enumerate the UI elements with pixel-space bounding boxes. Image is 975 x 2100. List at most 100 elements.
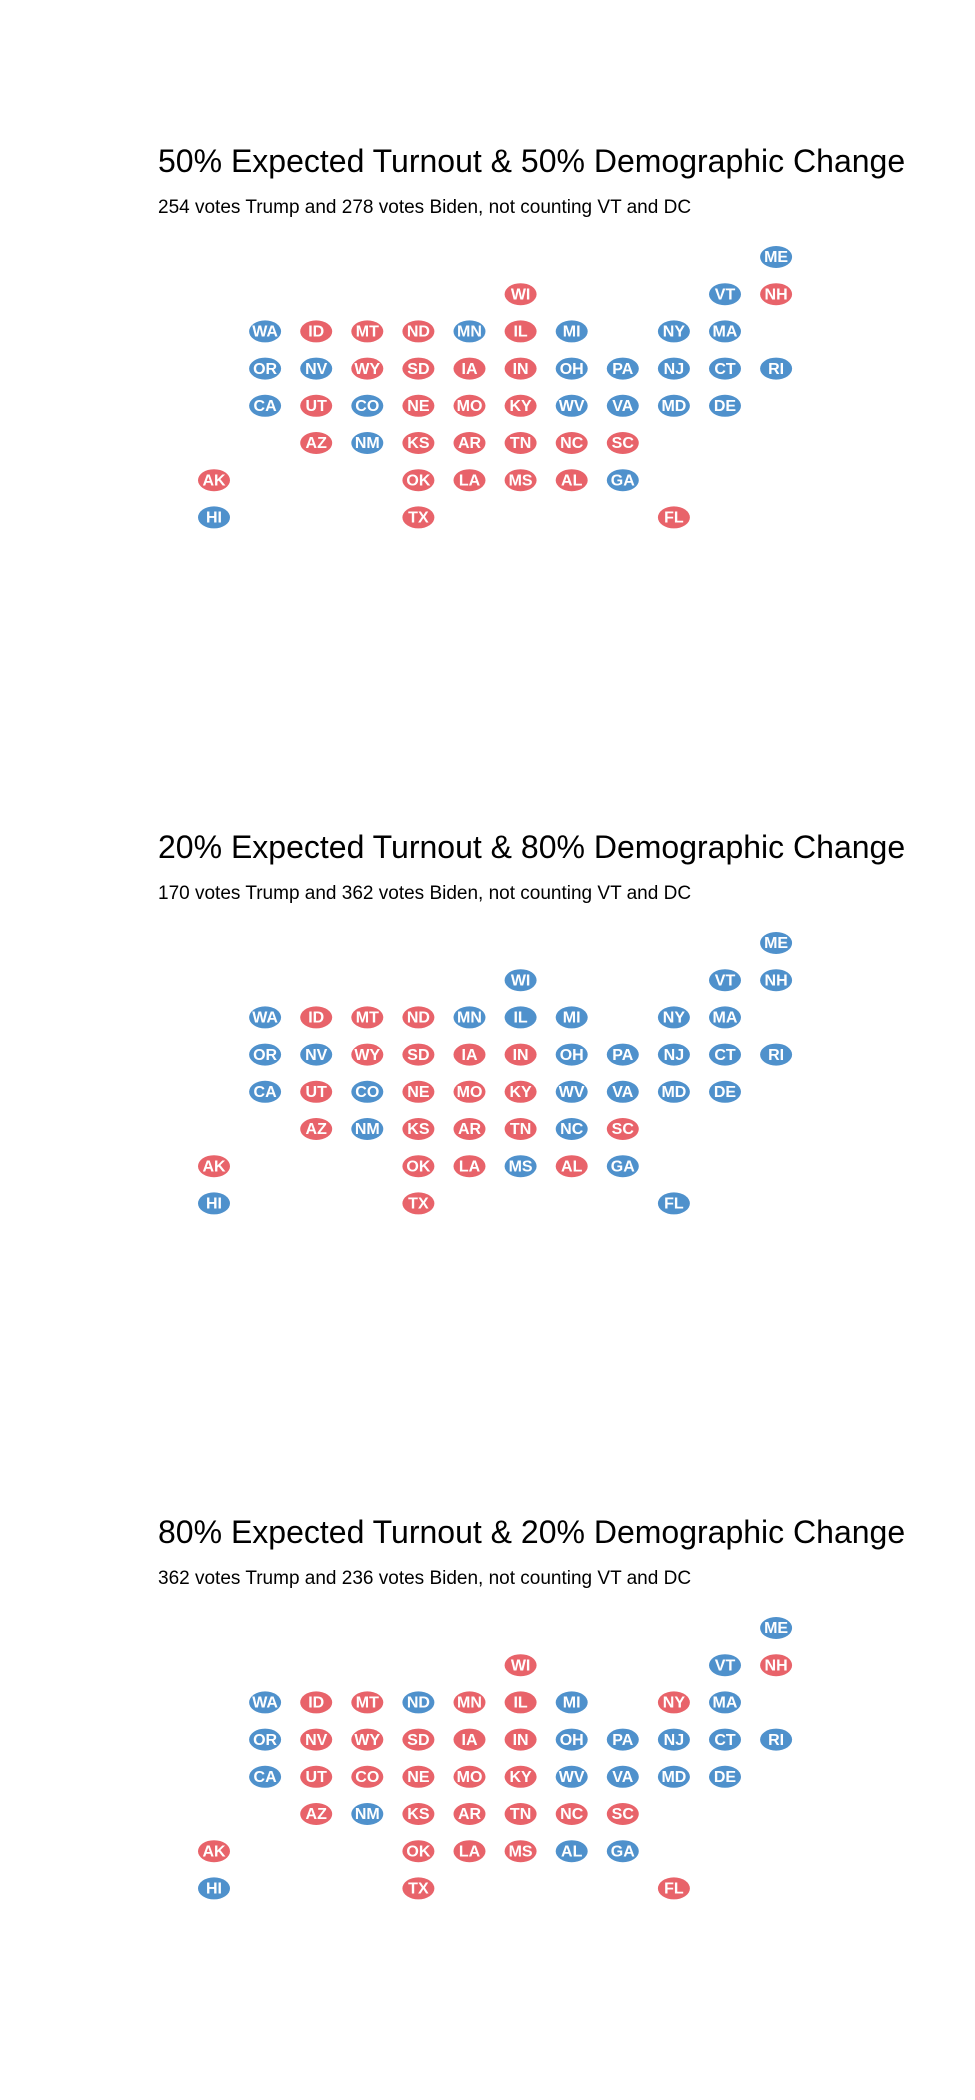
state-tile-shape <box>351 1765 384 1788</box>
state-tile-label: IN <box>513 361 529 378</box>
state-tile-pa: PA <box>606 1043 639 1066</box>
state-tile-label: MA <box>713 1695 738 1712</box>
state-tile-mo: MO <box>453 1765 486 1788</box>
state-tile-shape <box>760 969 793 992</box>
state-tile-shape <box>555 394 588 417</box>
state-tile-al: AL <box>555 1155 588 1178</box>
state-tile-shape <box>351 1043 384 1066</box>
state-tile-shape <box>453 1006 486 1029</box>
state-tile-label: NC <box>560 435 584 452</box>
state-tile-shape <box>760 357 793 380</box>
state-tile-shape <box>657 1043 690 1066</box>
state-tile-label: NE <box>407 398 430 415</box>
state-tile-label: WV <box>559 398 585 415</box>
state-tile-shape <box>402 1192 435 1215</box>
state-tile-shape <box>709 1728 741 1751</box>
state-tile-nv: NV <box>300 1043 333 1066</box>
state-tile-wi: WI <box>504 1654 537 1677</box>
state-tile-label: KS <box>407 1806 430 1823</box>
state-tile-va: VA <box>606 394 639 417</box>
state-tile-wa: WA <box>249 320 282 343</box>
state-tile-shape <box>300 1803 333 1825</box>
state-tile-label: NY <box>663 1695 686 1712</box>
state-tile-il: IL <box>504 1691 537 1714</box>
state-tile-ca: CA <box>249 1080 282 1103</box>
state-tile-label: ME <box>764 249 788 266</box>
state-tile-shape <box>249 1006 282 1029</box>
state-tile-vt: VT <box>709 283 741 306</box>
state-tile-nd: ND <box>402 1691 435 1714</box>
state-tile-label: NM <box>355 1121 380 1138</box>
state-tile-sd: SD <box>402 357 435 380</box>
state-tile-label: HI <box>206 1881 222 1898</box>
state-tile-shape <box>504 1043 537 1066</box>
state-tile-shape <box>760 1654 793 1677</box>
state-tile-label: IL <box>513 1695 527 1712</box>
state-tile-shape <box>709 394 741 417</box>
state-tile-ky: KY <box>504 1080 537 1103</box>
state-tile-label: OK <box>406 1158 430 1175</box>
state-tile-ms: MS <box>504 469 537 492</box>
state-tile-shape <box>453 1080 486 1103</box>
tile-map: ME WI VT NH WA ID MT ND MN IL MI NY MA OR NV WY SD IA IN OH… <box>198 1617 793 1900</box>
state-tile-shape <box>709 1043 741 1066</box>
state-tile-in: IN <box>504 357 537 380</box>
state-tile-ks: KS <box>402 1118 435 1140</box>
state-tile-il: IL <box>504 1006 537 1029</box>
state-tile-shape <box>402 1043 435 1066</box>
state-tile-shape <box>760 246 793 268</box>
state-tile-shape <box>555 1118 588 1140</box>
state-tile-wv: WV <box>555 1765 588 1788</box>
state-tile-label: MS <box>509 1158 533 1175</box>
state-tile-nh: NH <box>760 969 793 992</box>
state-tile-label: VA <box>612 1084 633 1101</box>
state-tile-fl: FL <box>657 506 690 529</box>
state-tile-label: CA <box>254 398 278 415</box>
state-tile-shape <box>504 1691 537 1714</box>
state-tile-label: SD <box>407 1047 429 1064</box>
state-tile-label: ME <box>764 1620 788 1637</box>
tile-map: ME WI VT NH WA ID MT ND MN IL MI NY MA OR NV WY SD IA IN OH… <box>198 246 793 529</box>
state-tile-shape <box>657 1691 690 1714</box>
state-tile-ca: CA <box>249 1765 282 1788</box>
state-tile-ok: OK <box>402 1155 435 1178</box>
state-tile-ne: NE <box>402 1080 435 1103</box>
state-tile-label: VA <box>612 1769 633 1786</box>
state-tile-label: NV <box>305 1047 328 1064</box>
state-tile-label: TN <box>510 1121 531 1138</box>
state-tile-label: NY <box>663 1010 686 1027</box>
state-tile-shape <box>402 1691 435 1714</box>
state-tile-az: AZ <box>300 1803 333 1825</box>
state-tile-or: OR <box>249 1043 282 1066</box>
chart-title: 50% Expected Turnout & 50% Demographic C… <box>158 143 906 179</box>
state-tile-sc: SC <box>606 1118 639 1140</box>
state-tile-label: UT <box>306 1084 328 1101</box>
state-tile-sd: SD <box>402 1043 435 1066</box>
state-tile-shape <box>504 320 537 343</box>
state-tile-label: KY <box>509 1769 532 1786</box>
state-tile-label: RI <box>768 1732 784 1749</box>
state-tile-label: NM <box>355 435 380 452</box>
state-tile-va: VA <box>606 1765 639 1788</box>
state-tile-fl: FL <box>657 1877 690 1900</box>
state-tile-ms: MS <box>504 1155 537 1178</box>
state-tile-shape <box>351 432 384 454</box>
state-tile-shape <box>555 1728 588 1751</box>
state-tile-label: WV <box>559 1769 585 1786</box>
state-tile-label: OH <box>560 1732 584 1749</box>
state-tile-label: RI <box>768 1047 784 1064</box>
state-tile-shape <box>300 1043 333 1066</box>
state-tile-shape <box>760 1728 793 1751</box>
state-tile-shape <box>709 320 741 343</box>
state-tile-shape <box>249 1765 282 1788</box>
state-tile-sc: SC <box>606 432 639 454</box>
state-tile-shape <box>504 394 537 417</box>
state-tile-label: UT <box>306 1769 328 1786</box>
state-tile-shape <box>402 432 435 454</box>
state-tile-label: KY <box>509 1084 532 1101</box>
state-tile-label: FL <box>664 1196 684 1213</box>
state-tile-label: ND <box>407 324 430 341</box>
state-tile-shape <box>198 1877 230 1900</box>
state-tile-ny: NY <box>657 1691 690 1714</box>
state-tile-label: AZ <box>306 435 328 452</box>
